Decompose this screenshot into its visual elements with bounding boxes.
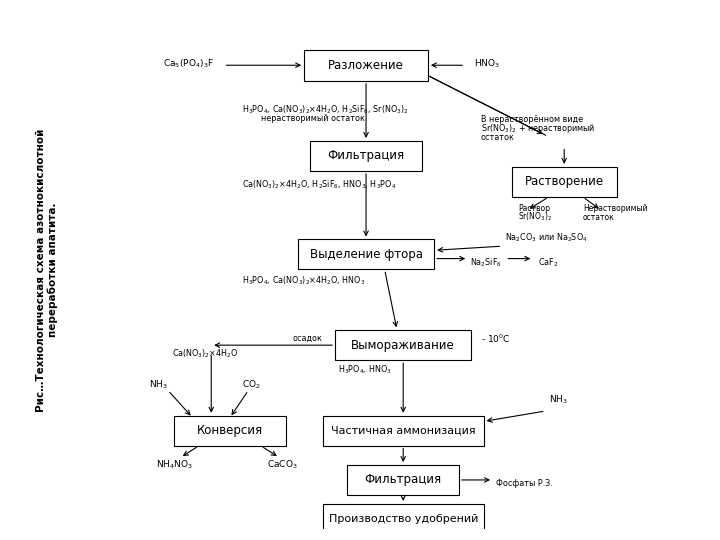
FancyBboxPatch shape	[298, 239, 434, 269]
FancyBboxPatch shape	[323, 416, 484, 446]
Text: H$_3$PO$_4$, Ca(NO$_3$)$_2$×4H$_2$O, HNO$_3$: H$_3$PO$_4$, Ca(NO$_3$)$_2$×4H$_2$O, HNO…	[242, 274, 366, 287]
FancyBboxPatch shape	[348, 465, 459, 495]
Text: нерастворимый остаток: нерастворимый остаток	[261, 114, 364, 123]
Text: Выделение фтора: Выделение фтора	[310, 248, 423, 261]
Text: Разложение: Разложение	[328, 59, 404, 72]
Text: Фильтрация: Фильтрация	[328, 150, 405, 163]
Text: Фильтрация: Фильтрация	[364, 474, 442, 487]
Text: осадок: осадок	[293, 334, 323, 343]
Text: HNO$_3$: HNO$_3$	[474, 58, 500, 70]
Text: - 10$^0$C: - 10$^0$C	[481, 332, 510, 345]
Text: Производство удобрений: Производство удобрений	[328, 514, 478, 524]
Text: Ca(NO$_3$)$_2$×4H$_2$O, H$_2$SiF$_6$, HNO$_3$, H$_3$PO$_4$: Ca(NO$_3$)$_2$×4H$_2$O, H$_2$SiF$_6$, HN…	[242, 178, 397, 191]
Text: Na$_2$CO$_3$ или Na$_2$SO$_4$: Na$_2$CO$_3$ или Na$_2$SO$_4$	[505, 232, 588, 244]
Text: Частичная аммонизация: Частичная аммонизация	[331, 426, 475, 436]
Text: Рис…Технологическая схема азотнокислотной
переработки апатита.: Рис…Технологическая схема азотнокислотно…	[36, 129, 58, 411]
Text: Ca(NO$_3$)$_2$×4H$_2$O: Ca(NO$_3$)$_2$×4H$_2$O	[172, 348, 238, 360]
Text: Ca$_5$(PO$_4$)$_3$F: Ca$_5$(PO$_4$)$_3$F	[163, 58, 215, 70]
Text: CaF$_2$: CaF$_2$	[538, 256, 559, 269]
FancyBboxPatch shape	[335, 330, 472, 360]
Text: Нерастворимый: Нерастворимый	[582, 204, 647, 213]
Text: Раствор: Раствор	[518, 204, 550, 213]
Text: NH$_3$: NH$_3$	[549, 393, 567, 406]
FancyBboxPatch shape	[323, 504, 484, 534]
FancyBboxPatch shape	[511, 167, 617, 197]
FancyBboxPatch shape	[310, 141, 422, 171]
Text: Фосфаты Р.З.: Фосфаты Р.З.	[496, 479, 553, 488]
Text: остаток: остаток	[582, 213, 615, 221]
Text: NH$_4$NO$_3$: NH$_4$NO$_3$	[156, 458, 192, 471]
Text: Вымораживание: Вымораживание	[351, 339, 455, 352]
Text: Конверсия: Конверсия	[197, 424, 263, 437]
Text: H$_3$PO$_4$, Ca(NO$_3$)$_2$×4H$_2$O, H$_2$SiF$_6$, Sr(NO$_3$)$_2$: H$_3$PO$_4$, Ca(NO$_3$)$_2$×4H$_2$O, H$_…	[242, 103, 409, 116]
FancyBboxPatch shape	[174, 416, 286, 446]
Text: Sr(NO$_3$)$_2$: Sr(NO$_3$)$_2$	[518, 211, 552, 224]
Text: CaCO$_3$: CaCO$_3$	[267, 458, 298, 471]
FancyBboxPatch shape	[304, 50, 428, 81]
Text: В нерастворённом виде: В нерастворённом виде	[481, 115, 582, 124]
Text: H$_3$PO$_4$, HNO$_3$: H$_3$PO$_4$, HNO$_3$	[338, 363, 392, 376]
Text: остаток: остаток	[481, 133, 515, 142]
Text: Na$_2$SiF$_6$: Na$_2$SiF$_6$	[470, 256, 502, 269]
Text: Растворение: Растворение	[525, 176, 604, 188]
Text: NH$_3$: NH$_3$	[149, 379, 168, 392]
Text: CO$_2$: CO$_2$	[242, 379, 261, 392]
Text: Sr(NO$_3$)$_2$ + нерастворимый: Sr(NO$_3$)$_2$ + нерастворимый	[481, 122, 595, 135]
